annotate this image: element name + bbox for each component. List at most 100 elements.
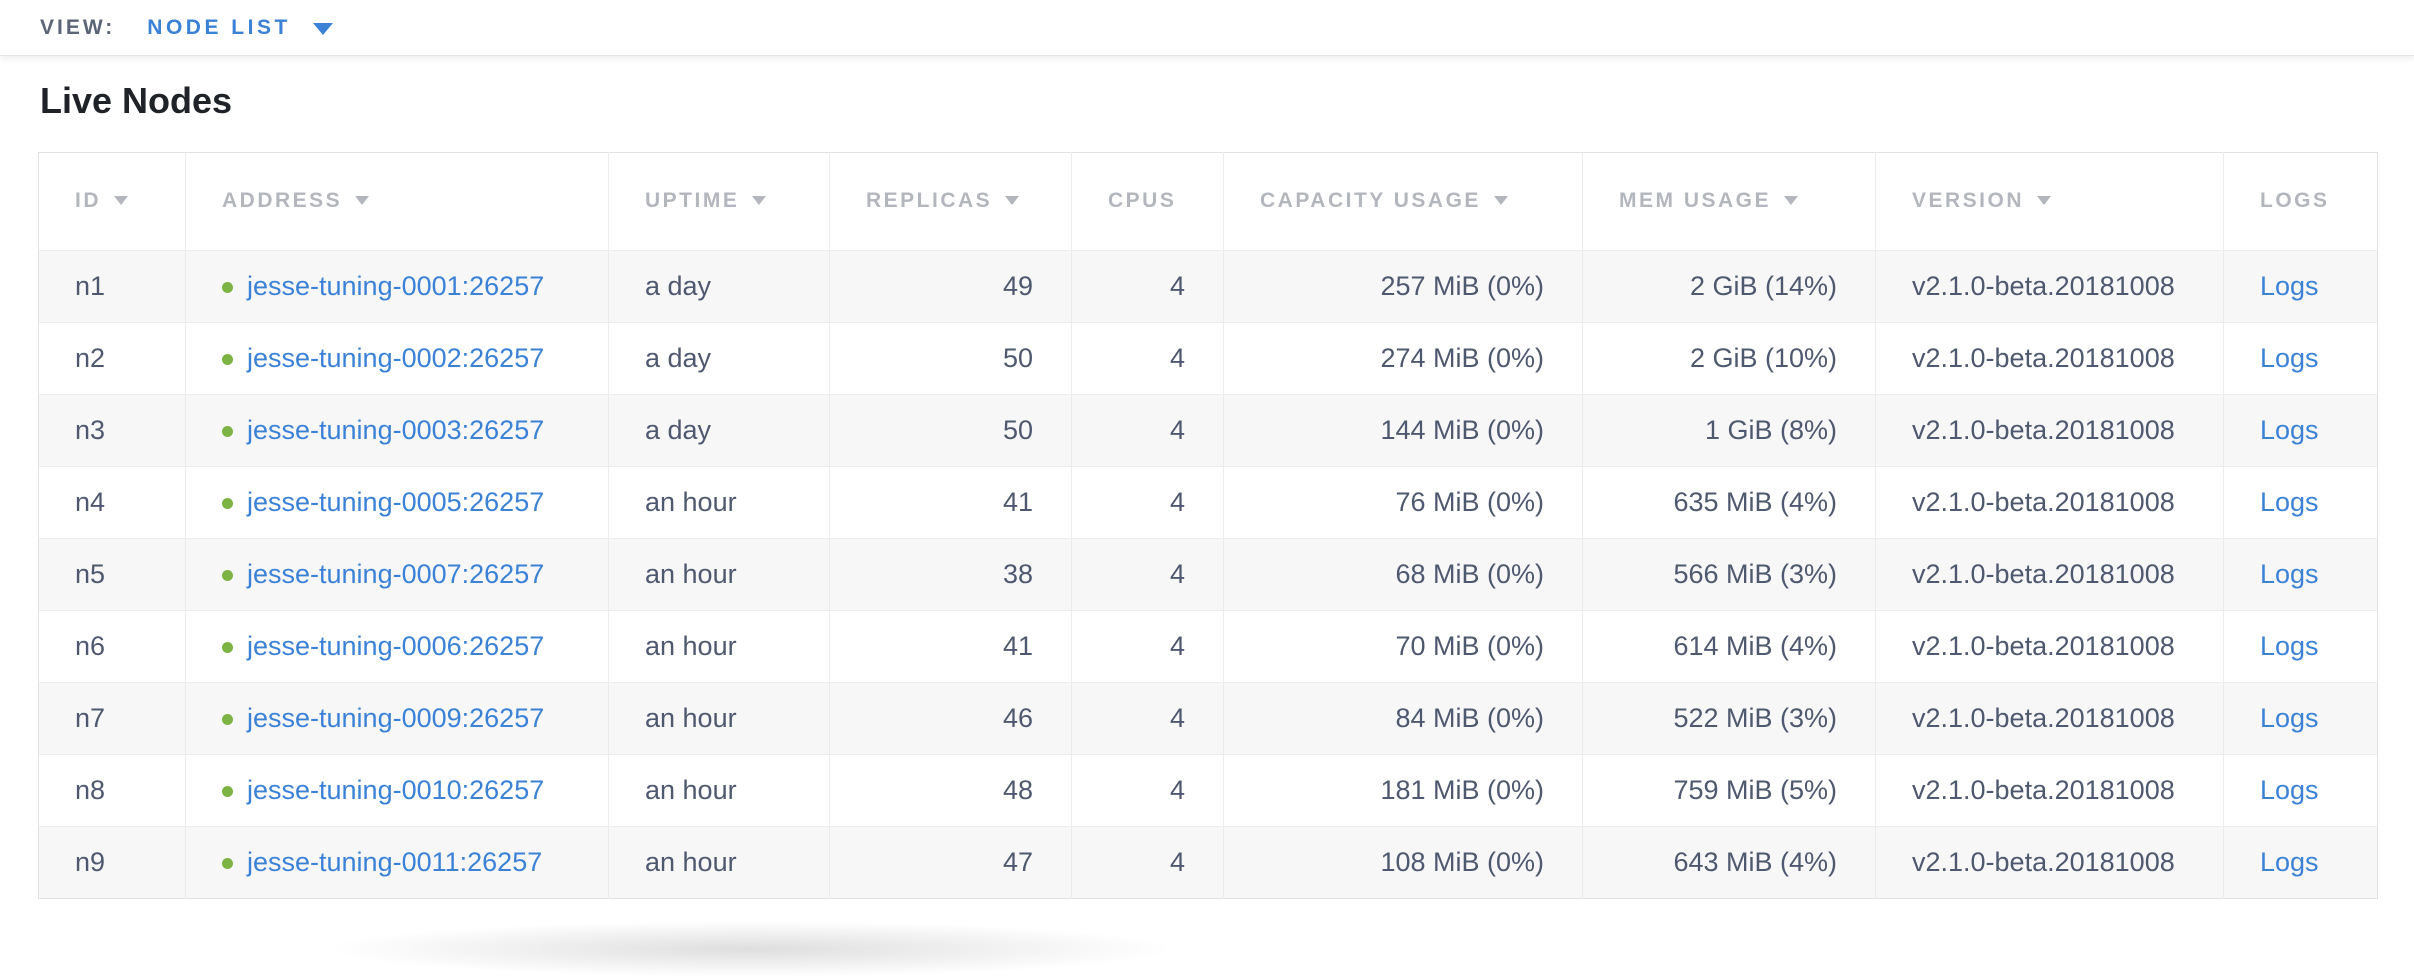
cell-version: v2.1.0-beta.20181008: [1875, 465, 2224, 539]
cell-cpus: 4: [1071, 465, 1224, 539]
cell-mem-usage: 635 MiB (4%): [1582, 465, 1876, 539]
column-label: CPUS: [1108, 189, 1177, 213]
cell-logs: Logs: [2223, 609, 2378, 683]
cell-uptime: an hour: [608, 609, 830, 683]
column-header-address[interactable]: ADDRESS: [185, 152, 609, 251]
cell-logs: Logs: [2223, 825, 2378, 899]
cell-logs: Logs: [2223, 681, 2378, 755]
live-status-icon: [222, 497, 233, 509]
cell-uptime: an hour: [608, 537, 830, 611]
logs-link[interactable]: Logs: [2260, 486, 2319, 517]
live-status-icon: [222, 713, 233, 725]
logs-link[interactable]: Logs: [2260, 846, 2319, 877]
column-label: UPTIME: [645, 189, 740, 213]
live-status-icon: [222, 425, 233, 437]
column-header-replicas[interactable]: REPLICAS: [829, 152, 1072, 251]
logs-link[interactable]: Logs: [2260, 342, 2319, 373]
column-label: MEM USAGE: [1619, 189, 1772, 213]
cell-logs: Logs: [2223, 393, 2378, 467]
cell-mem-usage: 614 MiB (4%): [1582, 609, 1876, 683]
node-address-link[interactable]: jesse-tuning-0002:26257: [247, 342, 545, 373]
cell-version: v2.1.0-beta.20181008: [1875, 681, 2224, 755]
cell-capacity-usage: 257 MiB (0%): [1223, 249, 1583, 323]
node-address-link[interactable]: jesse-tuning-0001:26257: [247, 270, 545, 301]
cell-address: jesse-tuning-0011:26257: [185, 825, 609, 899]
cell-node-id: n7: [38, 681, 186, 755]
cell-cpus: 4: [1071, 393, 1224, 467]
node-address-link[interactable]: jesse-tuning-0006:26257: [247, 630, 545, 661]
cell-mem-usage: 759 MiB (5%): [1582, 753, 1876, 827]
logs-link[interactable]: Logs: [2260, 414, 2319, 445]
cell-node-id: n2: [38, 321, 186, 395]
sort-caret-icon: [752, 196, 767, 206]
cell-capacity-usage: 108 MiB (0%): [1223, 825, 1583, 899]
cell-replicas: 50: [829, 393, 1072, 467]
cell-version: v2.1.0-beta.20181008: [1875, 537, 2224, 611]
column-header-mem-usage[interactable]: MEM USAGE: [1582, 152, 1876, 251]
sort-caret-icon: [1784, 196, 1799, 206]
node-address-link[interactable]: jesse-tuning-0007:26257: [247, 558, 545, 589]
cell-node-id: n4: [38, 465, 186, 539]
column-header-cpus: CPUS: [1071, 152, 1224, 251]
cell-logs: Logs: [2223, 753, 2378, 827]
cell-address: jesse-tuning-0001:26257: [185, 249, 609, 323]
column-label: REPLICAS: [866, 189, 993, 213]
cell-node-id: n5: [38, 537, 186, 611]
bottom-shadow: [310, 920, 1190, 978]
cell-replicas: 50: [829, 321, 1072, 395]
column-header-capacity-usage[interactable]: CAPACITY USAGE: [1223, 152, 1583, 251]
table-body: n1 jesse-tuning-0001:26257 a day 49 4 257 MiB…: [38, 249, 2378, 899]
cell-capacity-usage: 76 MiB (0%): [1223, 465, 1583, 539]
table-row: n2 jesse-tuning-0002:26257 a day 50 4 274 MiB…: [38, 321, 2378, 395]
sort-caret-icon: [1493, 196, 1508, 206]
cell-replicas: 38: [829, 537, 1072, 611]
node-address-link[interactable]: jesse-tuning-0011:26257: [247, 846, 543, 877]
cell-uptime: a day: [608, 321, 830, 395]
cell-uptime: an hour: [608, 753, 830, 827]
logs-link[interactable]: Logs: [2260, 630, 2319, 661]
view-selector-value: NODE LIST: [147, 15, 291, 39]
chevron-down-icon: [312, 23, 333, 35]
column-header-id[interactable]: ID: [39, 152, 186, 250]
cell-uptime: an hour: [608, 681, 830, 755]
table-row: n8 jesse-tuning-0010:26257 an hour 48 4 181 M…: [38, 753, 2378, 827]
cell-logs: Logs: [2223, 249, 2378, 323]
cell-replicas: 48: [829, 753, 1072, 827]
cell-mem-usage: 2 GiB (10%): [1582, 321, 1876, 395]
cell-version: v2.1.0-beta.20181008: [1875, 249, 2224, 323]
live-nodes-table-container: ID ADDRESS UPTIME REPLICAS CPUS CAPACITY USAG…: [38, 151, 2414, 899]
node-address-link[interactable]: jesse-tuning-0009:26257: [247, 702, 545, 733]
logs-link[interactable]: Logs: [2260, 774, 2319, 805]
cell-logs: Logs: [2223, 465, 2378, 539]
live-status-icon: [222, 353, 233, 365]
cell-version: v2.1.0-beta.20181008: [1875, 321, 2224, 395]
live-status-icon: [222, 857, 233, 869]
table-row: n1 jesse-tuning-0001:26257 a day 49 4 257 MiB…: [38, 249, 2378, 323]
column-header-uptime[interactable]: UPTIME: [608, 152, 830, 251]
table-row: n6 jesse-tuning-0006:26257 an hour 41 4 70 Mi…: [38, 609, 2378, 683]
cell-address: jesse-tuning-0005:26257: [185, 465, 609, 539]
cell-node-id: n8: [38, 753, 186, 827]
cell-node-id: n6: [38, 609, 186, 683]
cell-node-id: n3: [38, 393, 186, 467]
live-status-icon: [222, 641, 233, 653]
cell-address: jesse-tuning-0007:26257: [185, 537, 609, 611]
logs-link[interactable]: Logs: [2260, 558, 2319, 589]
cell-capacity-usage: 84 MiB (0%): [1223, 681, 1583, 755]
view-selector[interactable]: NODE LIST: [147, 16, 333, 40]
cell-address: jesse-tuning-0009:26257: [185, 681, 609, 755]
table-row: n4 jesse-tuning-0005:26257 an hour 41 4 76 Mi…: [38, 465, 2378, 539]
logs-link[interactable]: Logs: [2260, 702, 2319, 733]
cell-capacity-usage: 181 MiB (0%): [1223, 753, 1583, 827]
cell-mem-usage: 522 MiB (3%): [1582, 681, 1876, 755]
cell-capacity-usage: 68 MiB (0%): [1223, 537, 1583, 611]
logs-link[interactable]: Logs: [2260, 270, 2319, 301]
column-header-version[interactable]: VERSION: [1875, 152, 2224, 251]
node-address-link[interactable]: jesse-tuning-0003:26257: [247, 414, 545, 445]
column-label: CAPACITY USAGE: [1260, 189, 1481, 213]
live-status-icon: [222, 569, 233, 581]
node-address-link[interactable]: jesse-tuning-0010:26257: [247, 774, 545, 805]
cell-replicas: 41: [829, 465, 1072, 539]
cell-uptime: a day: [608, 393, 830, 467]
node-address-link[interactable]: jesse-tuning-0005:26257: [247, 486, 545, 517]
